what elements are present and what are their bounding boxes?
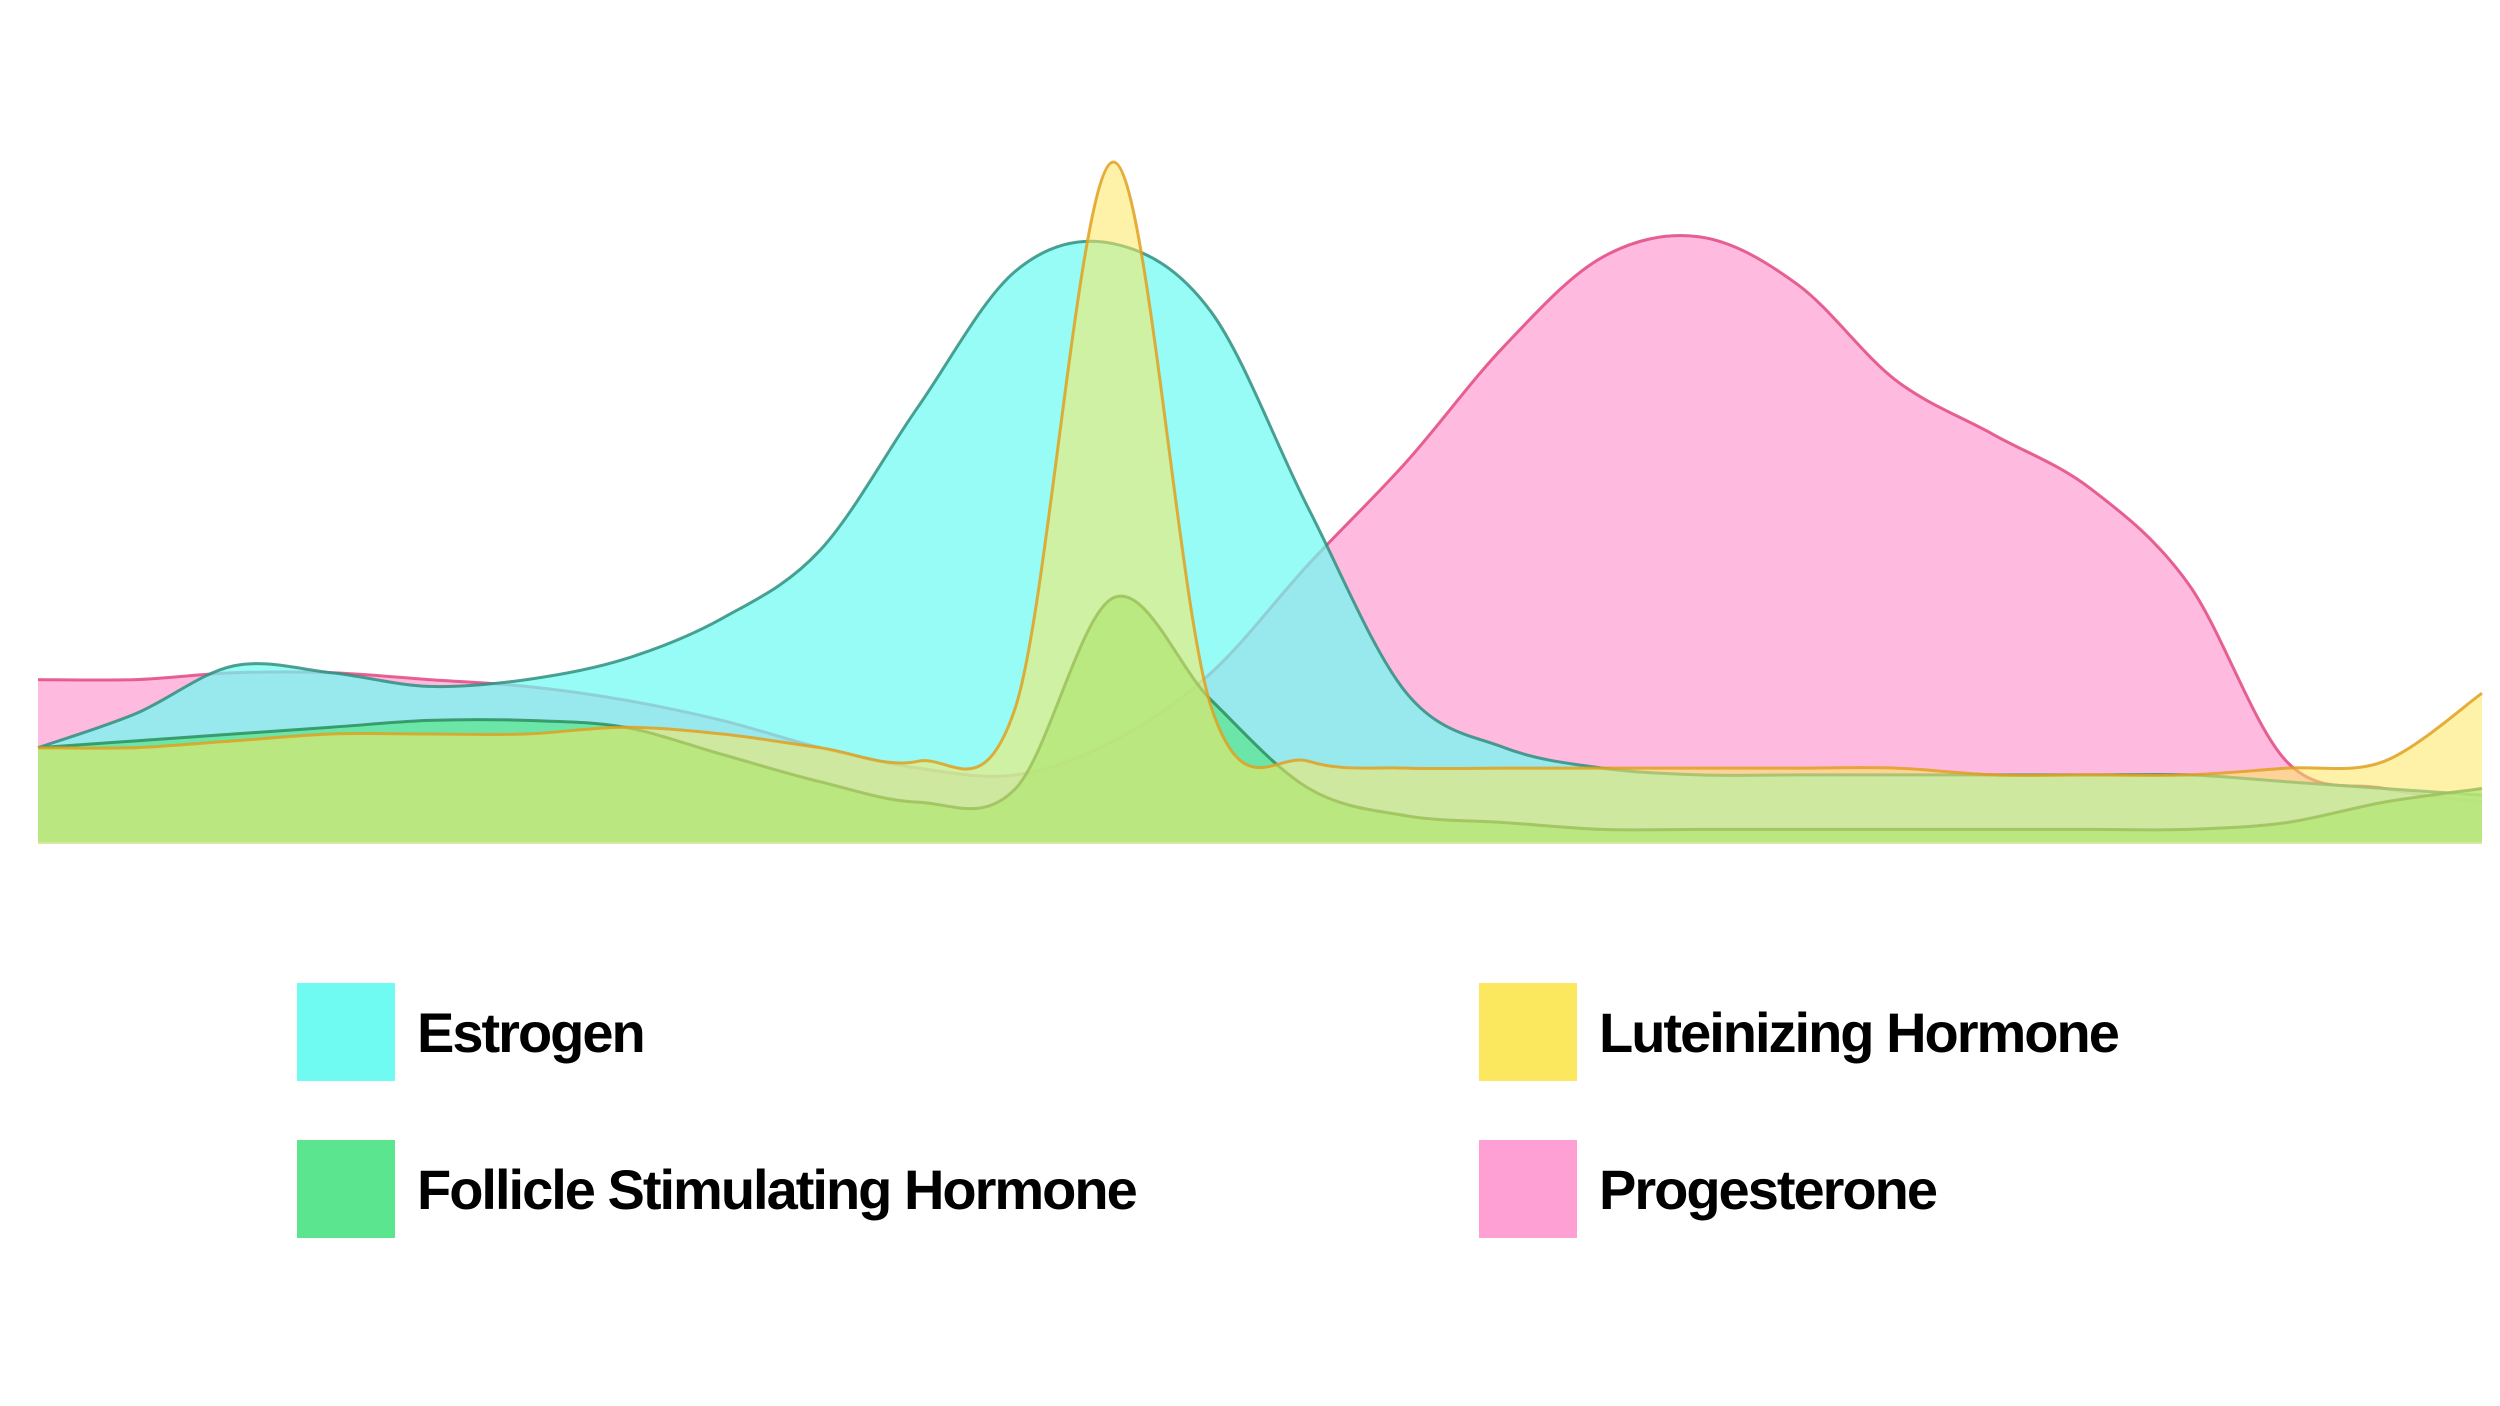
area-progesterone bbox=[38, 235, 2482, 843]
legend-label-estrogen: Estrogen bbox=[417, 1000, 646, 1064]
legend-swatch-lh bbox=[1479, 983, 1577, 1081]
legend-swatch-fsh bbox=[297, 1140, 395, 1238]
legend-item-progesterone: Progesterone bbox=[1479, 1140, 1938, 1238]
line-luteinizing-hormone bbox=[37, 160, 2483, 777]
area-estrogen bbox=[38, 241, 2482, 844]
legend-label-progesterone: Progesterone bbox=[1599, 1157, 1938, 1221]
legend-label-lh: Luteinizing Hormone bbox=[1599, 1000, 2120, 1064]
area-luteinizing-hormone bbox=[38, 162, 2482, 843]
hormone-chart bbox=[37, 160, 2483, 844]
series-layer bbox=[37, 160, 2483, 844]
legend-swatch-estrogen bbox=[297, 983, 395, 1081]
legend-item-estrogen: Estrogen bbox=[297, 983, 646, 1081]
legend-item-fsh: Follicle Stimulating Hormone bbox=[297, 1140, 1138, 1238]
legend-item-lh: Luteinizing Hormone bbox=[1479, 983, 2120, 1081]
legend-label-fsh: Follicle Stimulating Hormone bbox=[417, 1157, 1138, 1221]
legend-swatch-progesterone bbox=[1479, 1140, 1577, 1238]
